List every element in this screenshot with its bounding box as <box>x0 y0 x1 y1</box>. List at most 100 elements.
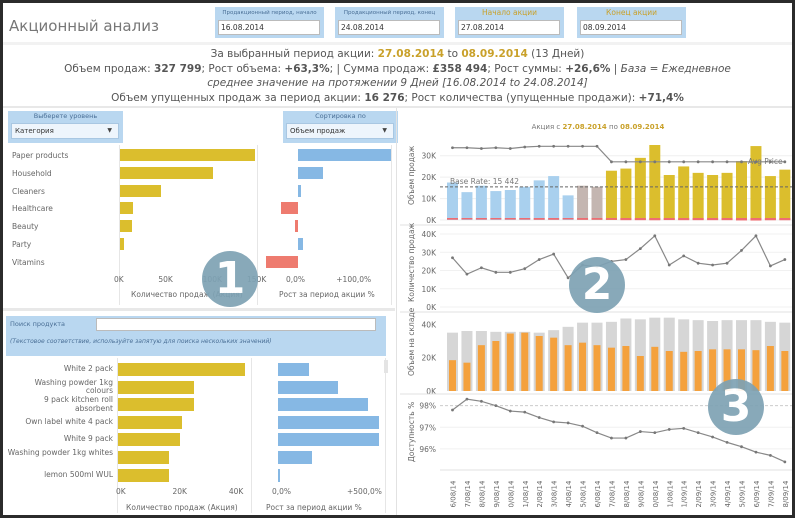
date-label: 01/09/14 <box>681 480 689 508</box>
lost-growth-value: +71,4% <box>638 91 684 104</box>
badge-1: 1 <box>202 251 258 307</box>
stock-level-bar <box>665 351 673 391</box>
avg-price-point <box>508 147 512 150</box>
axis-line <box>391 145 392 305</box>
category-label: Healthcare <box>12 204 53 214</box>
avg-price-point <box>653 160 657 164</box>
promo-start-value: 27.08.2014 <box>377 48 445 60</box>
volume-bar <box>120 184 161 197</box>
avg-price-point <box>494 146 498 150</box>
stock-level-bar <box>521 332 529 391</box>
growth-bar <box>298 166 324 179</box>
param-promo-start: Начало акции <box>455 7 564 38</box>
stock-level-bar <box>694 351 702 391</box>
avg-price-label: Avg Price <box>748 157 783 166</box>
promo-end-value: 08.09.2014 <box>461 48 528 60</box>
stock-level-bar <box>492 341 500 391</box>
quantity-point <box>754 234 758 238</box>
stock-level-bar <box>463 362 471 391</box>
lost-sales-bar <box>605 218 617 220</box>
axis-title: Количество продаж (Акция) <box>126 503 238 512</box>
lost-sales-bar <box>577 218 589 220</box>
base-note: среднее значение на протяжении 9 Дней [1… <box>207 77 588 89</box>
y-tick: 20K <box>422 267 438 276</box>
product-row: White 9 pack <box>6 431 113 449</box>
growth-bar <box>266 255 298 268</box>
quantity-point <box>465 272 469 276</box>
lost-sales-bar <box>533 218 545 220</box>
y-tick: 30K <box>422 248 438 257</box>
stock-level-bar <box>723 349 731 391</box>
lost-sales-bar <box>447 218 458 220</box>
lost-sales-bar <box>490 218 502 220</box>
growth-bar <box>278 468 281 482</box>
title-text: по <box>606 123 621 131</box>
date-label: 28/08/14 <box>623 480 631 508</box>
param-label: Конец акции <box>606 8 657 17</box>
availability-point <box>494 404 498 408</box>
app-title: Акционный анализ <box>9 17 159 35</box>
stock-total-bar <box>634 319 646 391</box>
badge-3: 3 <box>708 379 764 435</box>
sales-bar <box>533 180 545 220</box>
lost-sales-bar <box>649 218 661 221</box>
y-tick: 0K <box>426 216 437 225</box>
avg-price-line <box>452 145 785 163</box>
scrollbar-thumb[interactable] <box>384 360 388 373</box>
sum-growth-value: +26,6% <box>565 62 611 75</box>
level-select[interactable]: Категория ▼ <box>11 123 119 139</box>
pre-period-end-input[interactable] <box>338 20 440 35</box>
product-search-panel: Поиск продукта (Текстовое соответствие, … <box>6 316 386 356</box>
stock-level-bar <box>738 349 745 391</box>
sort-select[interactable]: Объем продаж ▼ <box>286 123 394 139</box>
axis-tick: 40K <box>228 487 244 496</box>
y-tick: 20K <box>422 354 438 363</box>
quantity-point <box>566 276 570 280</box>
category-label: Cleaners <box>12 186 45 196</box>
badge-2: 2 <box>569 257 625 313</box>
axis-tick: +500,0% <box>347 487 382 496</box>
stock-level-bar <box>506 333 514 391</box>
availability-point <box>769 453 772 457</box>
volume-bar <box>120 238 124 250</box>
stock-level-bar <box>449 360 456 391</box>
avg-price-point <box>711 160 714 164</box>
avg-price-point <box>667 160 671 164</box>
axis-tick: 0K <box>114 275 124 284</box>
quantity-point <box>480 266 483 270</box>
sort-dropdown-label: Сортировка по <box>315 112 366 120</box>
level-dropdown-label: Выберете уровень <box>33 112 98 120</box>
volume-bar <box>118 451 169 464</box>
lost-sales-bar <box>764 218 776 221</box>
param-label: Продакционный период, конец <box>343 10 436 16</box>
promo-start-input[interactable] <box>458 20 560 35</box>
product-search-input[interactable] <box>96 318 376 331</box>
y-axis-label: Объем продаж <box>407 145 416 205</box>
promo-end-input[interactable] <box>580 20 682 35</box>
divider <box>3 106 792 108</box>
param-pre-start: Продакционный период, начало <box>215 7 324 38</box>
growth-bar <box>278 363 310 376</box>
stock-level-bar <box>752 350 760 391</box>
sales-bar <box>736 161 747 220</box>
growth-bar <box>278 415 379 429</box>
availability-point <box>465 397 469 401</box>
lost-sales-bar <box>504 218 516 220</box>
y-tick: 10K <box>422 285 438 294</box>
date-label: 30/08/14 <box>652 480 660 508</box>
sales-bar <box>692 172 704 220</box>
stock-level-bar <box>636 356 644 391</box>
pre-period-start-input[interactable] <box>218 20 320 35</box>
y-tick: 0K <box>426 303 437 312</box>
date-label: 22/08/14 <box>536 480 544 508</box>
param-promo-end: Конец акции <box>577 7 686 38</box>
avg-price-point <box>480 147 483 150</box>
base-rate-label: Base Rate: 15 442 <box>450 177 519 186</box>
lost-sales-bar <box>663 218 675 221</box>
avg-price-point <box>595 144 599 148</box>
sales-bar <box>605 170 617 220</box>
availability-point <box>624 436 628 440</box>
date-label: 08/09/14 <box>782 480 790 508</box>
sales-bar <box>663 175 675 220</box>
volume-bar <box>120 202 134 215</box>
